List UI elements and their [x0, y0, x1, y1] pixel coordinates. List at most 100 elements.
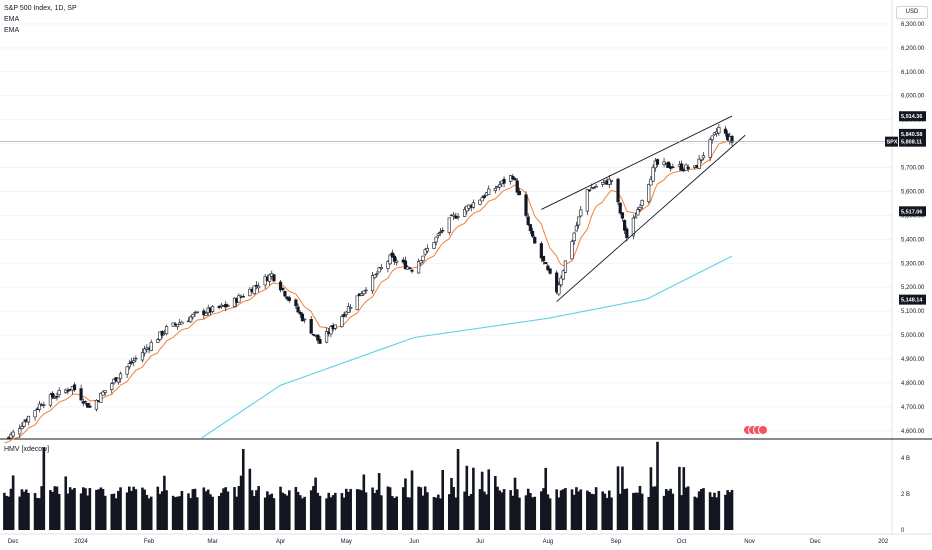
volume-bar — [202, 487, 206, 530]
volume-bar — [53, 486, 57, 530]
volume-bar — [564, 488, 567, 530]
volume-bar — [373, 492, 377, 530]
candle — [55, 396, 59, 398]
candle — [452, 214, 456, 217]
volume-bar — [710, 496, 714, 530]
candle — [511, 176, 515, 180]
candle — [254, 284, 259, 287]
volume-bar — [147, 498, 151, 530]
candle — [11, 431, 15, 437]
candle — [344, 311, 348, 315]
ema-legend-2[interactable]: EMA — [4, 27, 20, 34]
currency-button[interactable]: USD — [896, 6, 928, 19]
volume-bar — [682, 467, 686, 530]
candle — [517, 190, 522, 196]
volume-bar — [97, 489, 100, 530]
volume-bar — [334, 492, 337, 530]
volume-bar — [195, 497, 199, 530]
event-marker-icon[interactable] — [758, 425, 768, 435]
candle — [530, 230, 535, 237]
candle — [579, 209, 583, 217]
candle — [487, 188, 491, 195]
candle — [48, 394, 53, 406]
volume-bar — [22, 491, 26, 530]
volume-bar — [575, 487, 578, 530]
volume-bar — [250, 490, 254, 530]
price-tag-bg — [899, 206, 926, 217]
candle — [101, 391, 105, 396]
candle — [546, 265, 550, 271]
volume-bar — [432, 496, 436, 530]
volume-bar — [51, 491, 54, 530]
volume-bar — [483, 491, 486, 530]
volume-bar — [557, 497, 561, 530]
volume-bar — [24, 489, 28, 530]
candle — [149, 342, 153, 351]
volume-bar — [296, 491, 300, 530]
volume-bar — [268, 494, 271, 530]
candle — [66, 390, 70, 392]
volume-bar — [287, 490, 291, 530]
volume-bar — [592, 494, 596, 530]
volume-bar — [447, 494, 451, 530]
candle — [99, 392, 103, 403]
volume-bar — [664, 489, 668, 530]
y-tick-label: 5,500.00 — [901, 213, 925, 219]
volume-bar — [375, 489, 379, 530]
candle — [480, 197, 484, 202]
volume-bar — [494, 476, 497, 530]
volume-bar — [266, 491, 269, 530]
candle — [498, 184, 502, 188]
candle — [561, 270, 565, 280]
candle — [189, 316, 193, 323]
candle — [311, 333, 316, 336]
volume-bar — [35, 497, 39, 530]
y-tick-label: 4,800.00 — [901, 381, 925, 387]
volume-bar — [349, 488, 352, 530]
volume-bar — [610, 497, 613, 530]
volume-bar — [163, 475, 166, 530]
volume-bar — [388, 487, 392, 530]
volume-bar — [671, 493, 675, 530]
price-tag-bg — [899, 128, 926, 139]
volume-bar — [393, 498, 396, 530]
ema-legend-1[interactable]: EMA — [4, 16, 20, 23]
x-tick-label: Sep — [611, 539, 622, 545]
y-tick-label: 6,300.00 — [901, 22, 925, 28]
candle — [601, 182, 605, 185]
volume-bar — [143, 489, 146, 530]
candle — [585, 189, 589, 212]
volume-bar — [119, 487, 122, 530]
volume-bar — [99, 487, 103, 530]
volume-bar — [68, 487, 72, 530]
volume-bar — [654, 486, 657, 530]
candle — [697, 158, 701, 169]
volume-bar — [515, 489, 519, 530]
volume-bar — [623, 489, 626, 530]
x-tick-label: Dec — [8, 539, 19, 545]
volume-bar — [110, 494, 114, 530]
candle — [572, 232, 576, 242]
volume-bar — [667, 490, 670, 530]
volume-bar — [114, 498, 118, 530]
candle — [515, 180, 519, 193]
volume-bar — [55, 486, 59, 530]
volume-bar — [279, 486, 282, 530]
volume-bar — [18, 496, 22, 530]
candle — [164, 326, 169, 335]
symbol-tag-bg — [885, 136, 898, 147]
y-tick-label: 6,100.00 — [901, 70, 925, 76]
candle — [132, 360, 136, 363]
candle — [526, 216, 530, 225]
volume-bar — [316, 492, 320, 530]
volume-bar — [301, 498, 304, 530]
x-tick-label: 2024 — [74, 539, 88, 545]
candle — [50, 392, 55, 398]
candle — [278, 281, 283, 291]
volume-bar — [141, 487, 144, 530]
candle — [241, 296, 245, 298]
candle — [175, 324, 180, 328]
volume-y-tick-label: 0 — [901, 528, 905, 534]
event-markers[interactable] — [743, 425, 771, 437]
